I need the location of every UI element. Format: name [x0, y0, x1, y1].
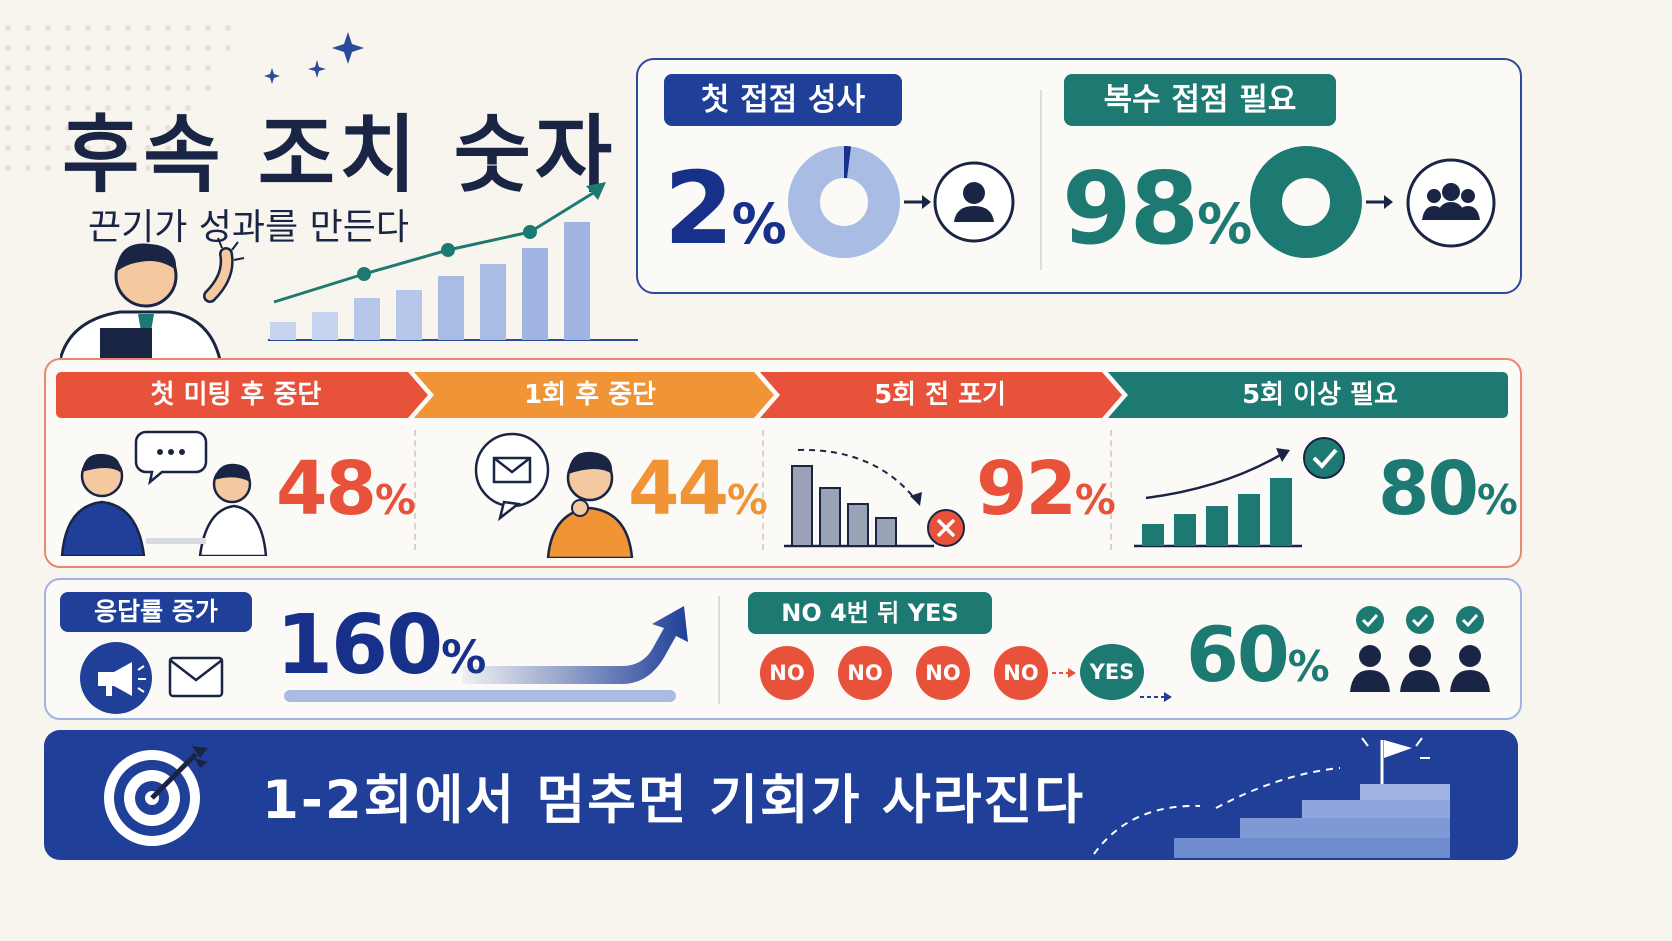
group-check-icon [1350, 606, 1490, 692]
stage-label: 첫 미팅 후 중단 [150, 380, 322, 410]
response-label: 응답률 증가 [60, 592, 252, 632]
stage-divider [414, 430, 416, 550]
first-contact-label: 첫 접점 성사 [664, 74, 902, 126]
businessman-illustration [60, 237, 245, 360]
decorative-dots [5, 25, 231, 171]
no-yes-label: NO 4번 뒤 YES [748, 592, 992, 634]
no-badge: NO [994, 646, 1048, 700]
response-panel-divider [718, 596, 720, 704]
stage-value-number: 44 [628, 446, 729, 532]
megaphone-icon [80, 642, 152, 714]
stage-value: 80% [1378, 446, 1518, 532]
stage-value-number: 92 [976, 446, 1077, 532]
stage-label: 5회 이상 필요 [1242, 380, 1398, 410]
stage-value-number: 48 [276, 446, 377, 532]
multiple-contact-label: 복수 접점 필요 [1064, 74, 1336, 126]
stage-divider [762, 430, 764, 550]
stage-arrow-bar [56, 372, 1508, 418]
no-yes-value: 60% [1186, 610, 1330, 699]
arrow-right-icon [904, 195, 931, 209]
response-value: 160% [276, 598, 486, 693]
contact-panel-divider [1040, 90, 1042, 270]
multiple-contact-donut [1250, 146, 1362, 258]
person-icon [933, 161, 1015, 243]
no-badge: NO [838, 646, 892, 700]
rising-arrow-graphic [284, 606, 688, 702]
declining-bars-illustration [784, 448, 965, 548]
no-badge: NO [760, 646, 814, 700]
stage-label: 5회 전 포기 [874, 380, 1006, 410]
group-icon [1406, 158, 1496, 248]
stage-label: 1회 후 중단 [524, 380, 656, 410]
stairs-flag-illustration [1093, 737, 1450, 858]
stage-divider [1110, 430, 1112, 550]
page-title: 후속 조치 숫자 [62, 106, 617, 204]
envelope-icon [492, 456, 532, 484]
first-contact-value: 2% [664, 150, 787, 267]
stage-value: 44% [628, 446, 768, 532]
stage-value-number: 80 [1378, 446, 1479, 532]
no-badge: NO [916, 646, 970, 700]
chat-icon [134, 430, 208, 486]
meeting-illustration [60, 430, 268, 556]
banner-text: 1-2회에서 멈추면 기회가 사라진다 [262, 770, 1085, 831]
target-icon [104, 746, 208, 846]
arrow-right-icon [1140, 692, 1172, 702]
sparkle-icon [264, 32, 364, 84]
multiple-contact-value: 98% [1062, 150, 1252, 267]
rising-bars-illustration [1134, 437, 1345, 548]
arrow-right-icon [1366, 195, 1393, 209]
stage-value: 92% [976, 446, 1116, 532]
arrow-right-icon [1052, 668, 1076, 678]
envelope-icon [168, 656, 224, 698]
page-subtitle: 끈기가 성과를 만든다 [88, 207, 409, 248]
growth-chart-illustration [268, 182, 638, 341]
envelope-thinking-illustration [474, 432, 634, 558]
stage-value: 48% [276, 446, 416, 532]
first-contact-donut [788, 146, 900, 258]
check-icon [1303, 437, 1345, 479]
yes-badge: YES [1080, 644, 1144, 700]
